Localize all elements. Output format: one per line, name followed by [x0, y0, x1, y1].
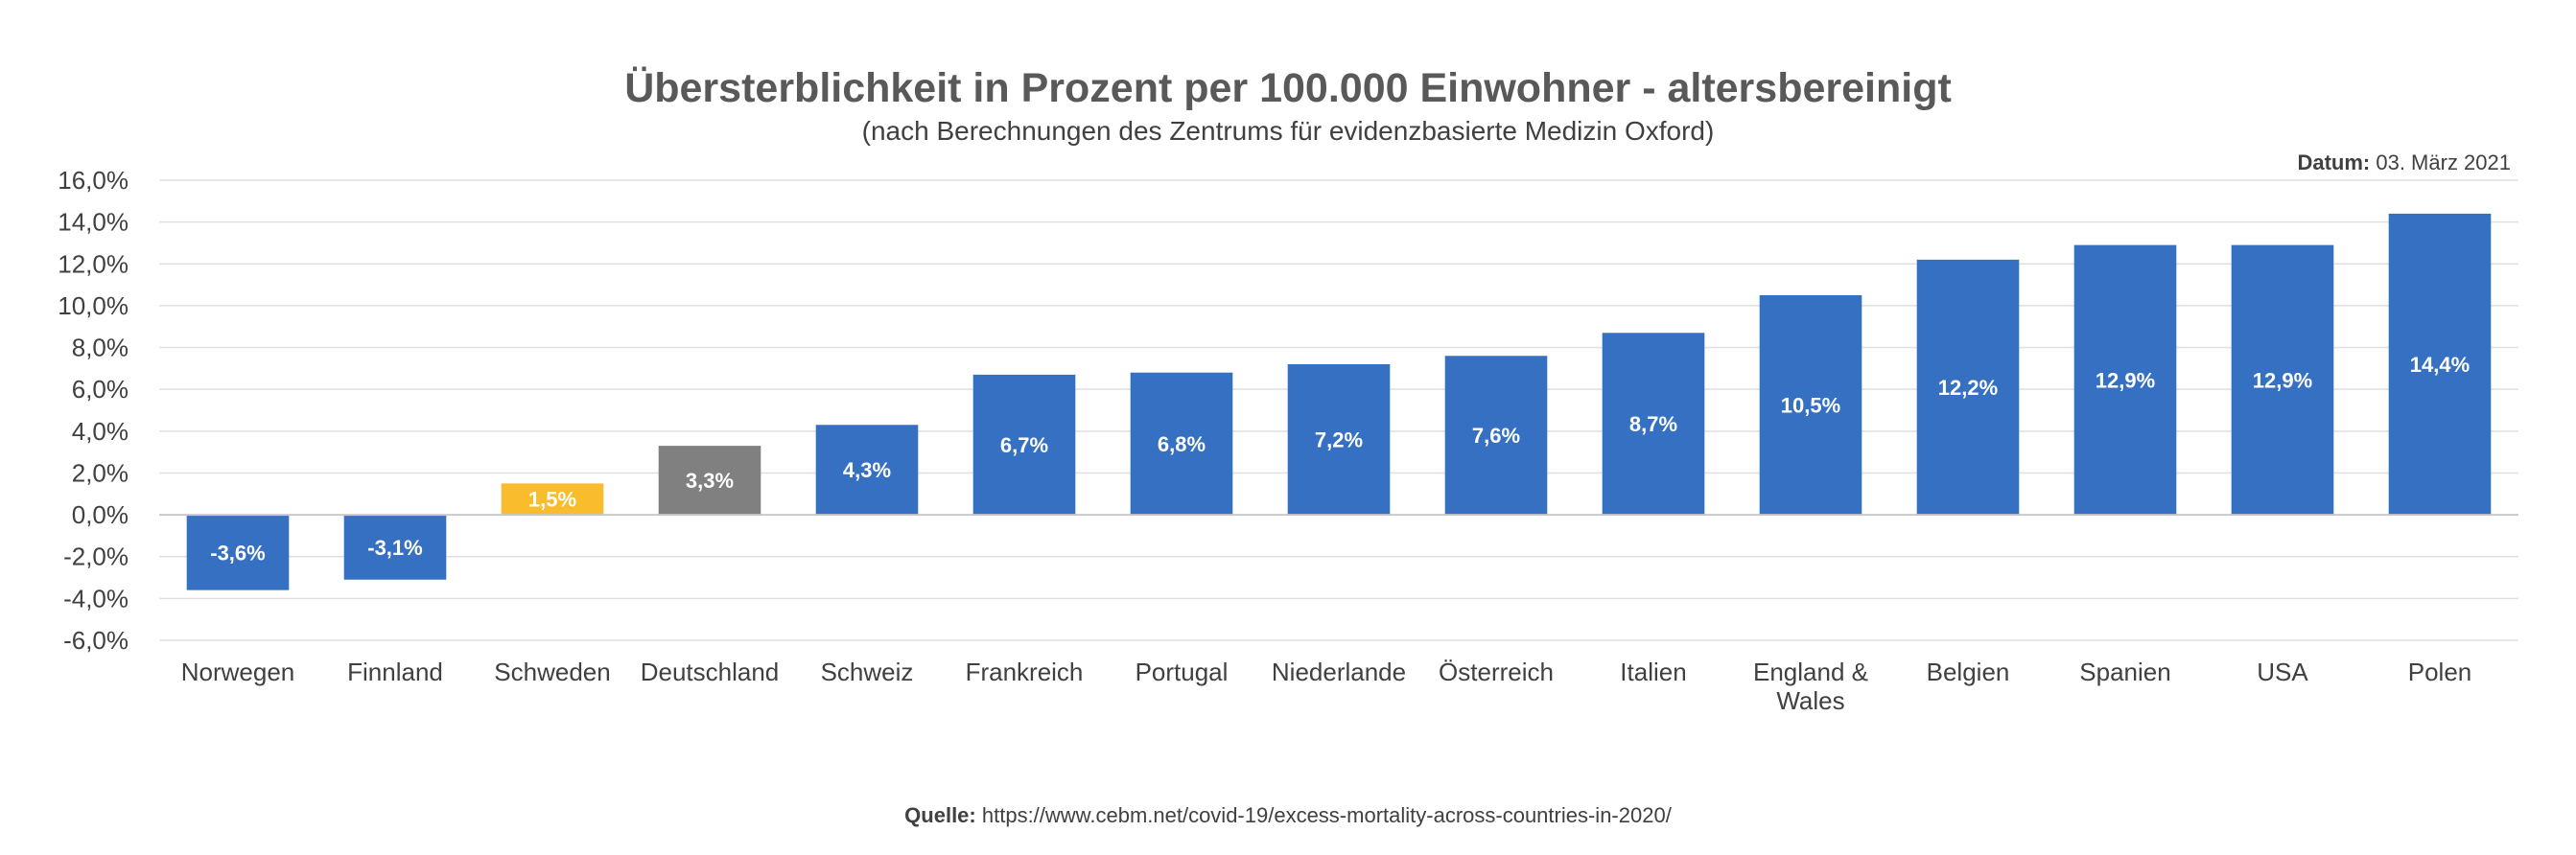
bar — [1287, 364, 1391, 516]
x-tick-label-line: Spanien — [2079, 658, 2170, 686]
y-tick-label: -4,0% — [63, 584, 129, 612]
bars — [186, 213, 2492, 590]
bar — [2073, 244, 2177, 516]
y-tick-label: 0,0% — [72, 500, 129, 529]
bar — [2388, 213, 2492, 516]
x-tick-label: Schweden — [494, 658, 610, 686]
bar — [972, 374, 1076, 516]
bar — [186, 515, 290, 590]
x-tick-label-line: Wales — [1776, 686, 1844, 715]
chart-source: Quelle: https://www.cebm.net/covid-19/ex… — [904, 803, 1673, 827]
x-tick-label: Niederlande — [1272, 658, 1406, 686]
bar — [1759, 295, 1862, 516]
y-tick-label: 4,0% — [72, 417, 129, 446]
data-label: 10,5% — [1781, 394, 1840, 418]
source-url: https://www.cebm.net/covid-19/excess-mor… — [982, 803, 1673, 827]
y-tick-label: 14,0% — [58, 208, 129, 237]
x-tick-label: Norwegen — [181, 658, 295, 686]
data-label: 3,3% — [686, 469, 734, 493]
data-label: 14,4% — [2410, 353, 2470, 377]
y-tick-label: 10,0% — [58, 291, 129, 320]
x-tick-label-line: Deutschland — [641, 658, 780, 686]
y-tick-label: -2,0% — [63, 543, 129, 571]
data-label: 7,2% — [1315, 428, 1363, 452]
x-tick-label-line: Portugal — [1136, 658, 1229, 686]
bar — [1916, 259, 2020, 516]
x-tick-label-line: Frankreich — [966, 658, 1084, 686]
bar — [2231, 244, 2334, 516]
date-label: Datum: — [2297, 150, 2370, 174]
x-tick-label: Portugal — [1136, 658, 1229, 686]
bar — [1602, 333, 1705, 516]
x-tick-label-line: Belgien — [1927, 658, 2010, 686]
y-tick-label: 16,0% — [58, 166, 129, 195]
value-labels: -3,6% -3,1% 1,5% 3,3% 4,3% 6,7% 6,8% 7,2% 7,6% 8,… — [210, 353, 2470, 565]
data-label: 6,7% — [1000, 433, 1048, 457]
x-tick-label: USA — [2257, 658, 2308, 686]
x-tick-label-line: Schweden — [494, 658, 610, 686]
x-tick-label: Österreich — [1439, 658, 1554, 686]
data-label: 7,6% — [1472, 424, 1520, 448]
x-tick-label: Spanien — [2079, 658, 2170, 686]
bar — [815, 425, 919, 516]
x-tick-label-line: Finnland — [347, 658, 443, 686]
data-label: 6,8% — [1158, 432, 1206, 456]
x-axis: Norwegen Finnland Schweden Deutschland Schwe… — [181, 658, 2472, 715]
y-tick-label: 6,0% — [72, 375, 129, 404]
x-tick-label-line: USA — [2257, 658, 2308, 686]
chart-title: Übersterblichkeit in Prozent per 100.000… — [624, 65, 1952, 111]
date-value: 03. März 2021 — [2376, 150, 2511, 174]
y-tick-label: -6,0% — [63, 626, 129, 655]
y-tick-label: 2,0% — [72, 458, 129, 487]
data-label: 12,9% — [2253, 368, 2312, 392]
bar — [658, 446, 761, 516]
x-tick-label-line: Schweiz — [821, 658, 914, 686]
y-axis: 16,0% 14,0% 12,0% 10,0% 8,0% 6,0% 4,0% 2,0% 0,0%… — [58, 166, 129, 655]
x-tick-label: England & Wales — [1753, 658, 1868, 715]
chart-date: Datum: 03. März 2021 — [2297, 150, 2511, 174]
data-label: 4,3% — [843, 458, 891, 482]
x-tick-label: Belgien — [1927, 658, 2010, 686]
x-tick-label: Frankreich — [966, 658, 1084, 686]
x-tick-label-line: Italien — [1620, 658, 1686, 686]
x-tick-label-line: Österreich — [1439, 658, 1554, 686]
x-tick-label: Italien — [1620, 658, 1686, 686]
bar — [1444, 356, 1548, 516]
data-label: 1,5% — [528, 488, 576, 512]
data-label: -3,1% — [367, 536, 422, 560]
bar — [501, 483, 604, 516]
x-tick-label: Polen — [2408, 658, 2472, 686]
x-tick-label-line: Norwegen — [181, 658, 295, 686]
x-tick-label: Finnland — [347, 658, 443, 686]
bar — [343, 515, 447, 580]
x-tick-label: Schweiz — [821, 658, 914, 686]
x-tick-label-line: Niederlande — [1272, 658, 1406, 686]
y-tick-label: 12,0% — [58, 249, 129, 278]
data-label: 12,9% — [2096, 368, 2155, 392]
data-label: 12,2% — [1938, 376, 1998, 400]
bar — [1130, 372, 1233, 516]
x-tick-label-line: England & — [1753, 658, 1868, 686]
chart-subtitle: (nach Berechnungen des Zentrums für evid… — [862, 116, 1715, 146]
source-label: Quelle: — [904, 803, 976, 827]
x-tick-label-line: Polen — [2408, 658, 2472, 686]
data-label: 8,7% — [1629, 412, 1677, 436]
x-tick-label: Deutschland — [641, 658, 780, 686]
data-label: -3,6% — [210, 541, 265, 565]
y-tick-label: 8,0% — [72, 334, 129, 362]
